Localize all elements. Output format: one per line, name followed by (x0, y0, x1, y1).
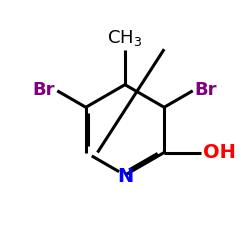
Text: OH: OH (203, 143, 236, 162)
Text: N: N (117, 167, 133, 186)
Text: Br: Br (33, 80, 55, 98)
Text: Br: Br (195, 80, 217, 98)
Text: CH$_3$: CH$_3$ (108, 28, 142, 48)
